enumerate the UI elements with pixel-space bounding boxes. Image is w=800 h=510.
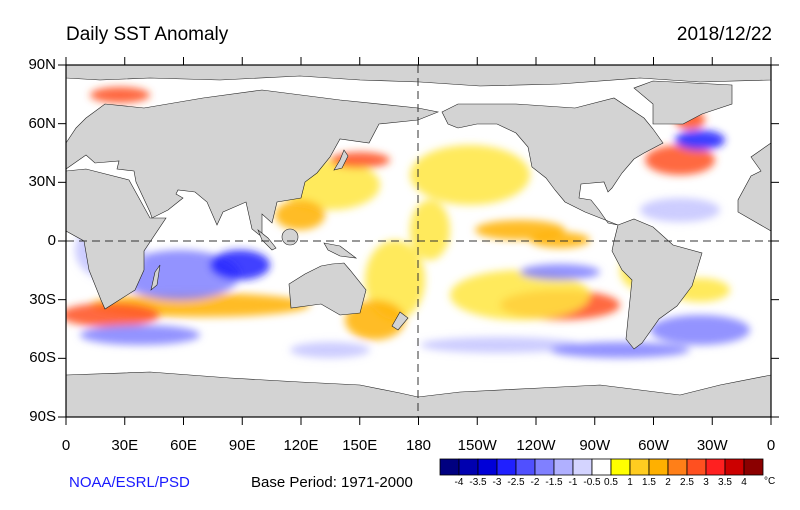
- anomaly-patch: [290, 342, 370, 358]
- colorbar-label: -4: [454, 477, 464, 488]
- colorbar-swatch: [477, 458, 498, 476]
- anomaly-patch: [520, 264, 600, 280]
- lon-label: 180: [405, 437, 432, 454]
- lat-label: 30N: [28, 173, 56, 191]
- colorbar-label: 2: [665, 477, 671, 488]
- colorbar-swatch: [648, 458, 669, 476]
- anomaly-patch: [80, 325, 200, 345]
- anomaly-patch: [410, 200, 450, 260]
- lon-label: 30E: [111, 437, 139, 454]
- axis-ticks: [58, 57, 779, 425]
- land-japan: [333, 149, 349, 171]
- colorbar-label: -2: [530, 477, 540, 488]
- colorbar-swatch: [496, 458, 517, 476]
- land-sumatra: [257, 229, 277, 251]
- land-west-africa-europe: [737, 142, 771, 232]
- lat-label: 30S: [29, 290, 56, 308]
- anomaly-patch: [450, 270, 590, 320]
- colorbar-swatch: [591, 458, 612, 476]
- colorbar-label: 3: [703, 477, 709, 488]
- lat-label: 90N: [28, 56, 56, 73]
- colorbar-label: -3: [492, 477, 502, 488]
- colorbar-swatch: [724, 458, 745, 476]
- colorbar-label: -0.5: [583, 477, 601, 488]
- land-borneo: [281, 228, 299, 246]
- colorbar-swatch: [458, 458, 479, 476]
- colorbar-swatch: [629, 458, 650, 476]
- colorbar-label: 1.5: [642, 477, 656, 488]
- anomaly-field: [66, 87, 750, 358]
- colorbar-swatch: [667, 458, 688, 476]
- anomaly-patch: [275, 200, 325, 230]
- base-period-text: Base Period: 1971-2000: [251, 474, 413, 491]
- anomaly-patch: [530, 232, 590, 248]
- lon-label: 0: [61, 437, 71, 454]
- lon-label: 60W: [638, 437, 669, 454]
- land-australia: [288, 262, 367, 316]
- colorbar-label: 2.5: [680, 477, 694, 488]
- colorbar-swatch: [553, 458, 574, 476]
- lon-label: 150E: [342, 437, 378, 454]
- colorbar-label: 4: [741, 477, 747, 488]
- figure-date: 2018/12/22: [676, 24, 772, 45]
- anomaly-patch: [90, 87, 150, 103]
- colorbar-swatch: [705, 458, 726, 476]
- land-eurasia: [66, 89, 440, 238]
- lon-label: 60E: [170, 437, 197, 454]
- lat-label: 60N: [28, 114, 56, 132]
- land-greenland: [633, 80, 733, 125]
- lat-label: 0: [47, 232, 56, 249]
- anomaly-patch: [365, 240, 425, 320]
- land-north-america: [441, 97, 664, 226]
- colorbar-swatch: [610, 458, 631, 476]
- land-africa: [66, 168, 167, 310]
- lon-label: 150W: [457, 437, 497, 454]
- colorbar-label: -3.5: [469, 477, 487, 488]
- colorbar-label: 1: [627, 477, 633, 488]
- colorbar-swatch: [534, 458, 555, 476]
- lon-label: 90W: [579, 437, 611, 454]
- colorbar-unit: °C: [764, 476, 776, 487]
- lon-label: 120W: [516, 437, 556, 454]
- lat-label: 90S: [29, 408, 56, 425]
- colorbar-label: -2.5: [507, 477, 525, 488]
- anomaly-patch: [650, 315, 750, 345]
- anomaly-patch: [645, 145, 715, 175]
- land-new-guinea: [323, 242, 358, 259]
- colorbar-swatch: [686, 458, 707, 476]
- anomaly-patch: [66, 303, 160, 327]
- colorbar-label: 0.5: [604, 477, 618, 488]
- colorbar-swatch: [439, 458, 460, 476]
- lon-label: 120E: [283, 437, 319, 454]
- figure-title: Daily SST Anomaly: [66, 24, 229, 45]
- colorbar-swatch: [743, 458, 764, 476]
- colorbar-swatch: [515, 458, 536, 476]
- anomaly-patch: [410, 145, 530, 205]
- colorbar-label: -1: [568, 477, 578, 488]
- colorbar-swatch: [572, 458, 593, 476]
- land-south-america: [611, 218, 703, 350]
- lon-label: 30W: [696, 437, 728, 454]
- anomaly-patch: [120, 250, 240, 300]
- colorbar-label: -1.5: [545, 477, 563, 488]
- lon-label: 0: [766, 437, 776, 454]
- land-masses: [66, 65, 771, 417]
- colorbar-label: 3.5: [718, 477, 732, 488]
- land-arctic: [66, 65, 771, 87]
- anomaly-patch: [550, 342, 690, 358]
- anomaly-patch: [675, 130, 725, 150]
- lon-label: 90E: [228, 437, 256, 454]
- land-madagascar: [150, 264, 161, 291]
- anomaly-patch: [210, 250, 270, 280]
- land-antarctica: [66, 371, 771, 417]
- land-new-zealand: [391, 311, 409, 331]
- lat-label: 60S: [29, 349, 56, 367]
- colorbar: [439, 458, 764, 476]
- anomaly-patch: [640, 198, 720, 222]
- credit-text: NOAA/ESRL/PSD: [69, 474, 190, 491]
- anomaly-patch: [420, 337, 580, 353]
